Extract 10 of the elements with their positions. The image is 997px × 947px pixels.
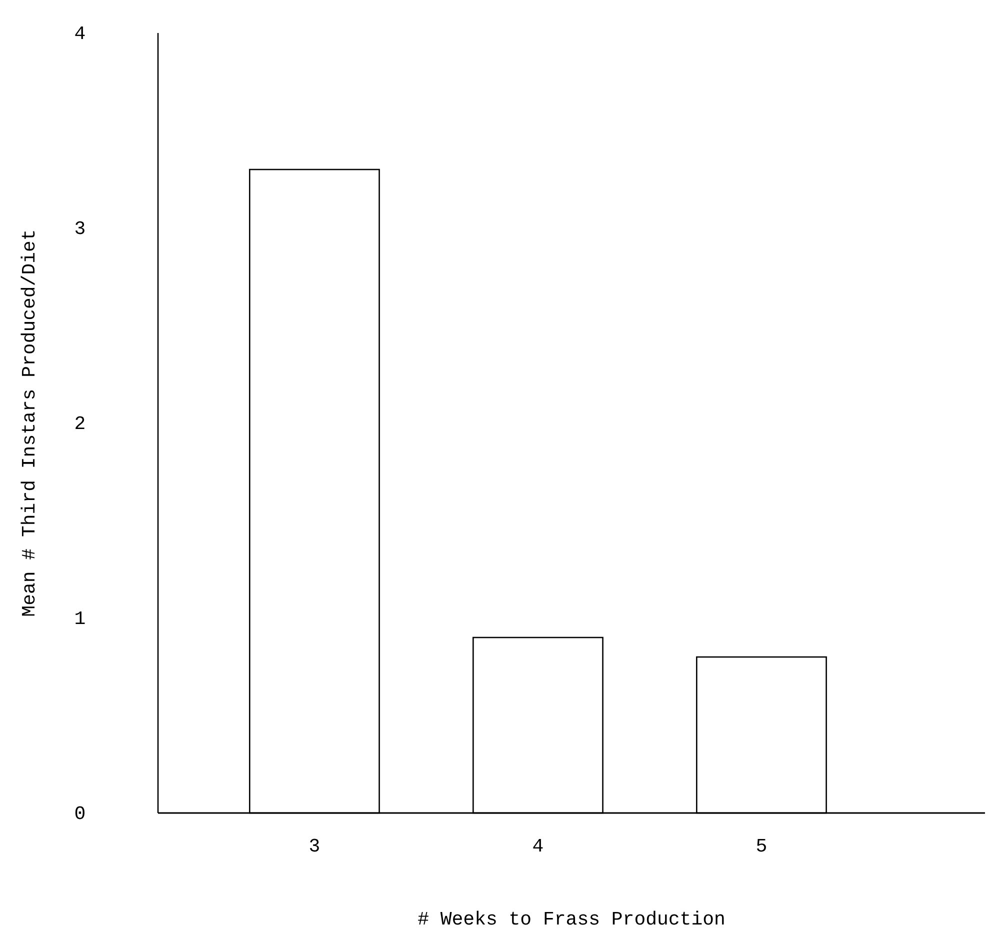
x-tick-label: 4 [532, 835, 544, 858]
y-tick-label: 1 [74, 608, 86, 630]
x-tick-label: 3 [308, 835, 320, 858]
y-tick-label: 2 [74, 413, 86, 436]
y-tick-label: 4 [74, 23, 86, 46]
y-tick-label: 0 [74, 803, 86, 826]
x-tick-label: 5 [756, 835, 768, 858]
x-axis-title: # Weeks to Frass Production [418, 908, 726, 931]
y-axis-title: Mean # Third Instars Produced/Diet [18, 229, 41, 617]
y-tick-label: 3 [74, 218, 86, 240]
